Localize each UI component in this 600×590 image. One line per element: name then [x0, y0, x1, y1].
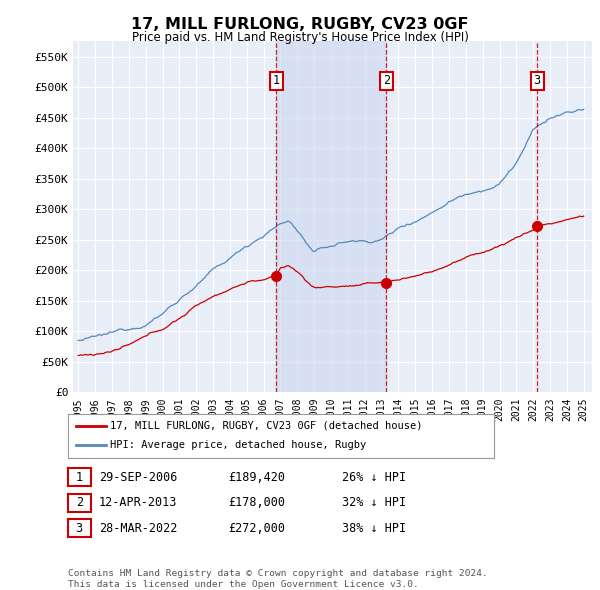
Text: Price paid vs. HM Land Registry's House Price Index (HPI): Price paid vs. HM Land Registry's House …: [131, 31, 469, 44]
Text: 38% ↓ HPI: 38% ↓ HPI: [342, 522, 406, 535]
Text: 1: 1: [272, 74, 280, 87]
Text: 28-MAR-2022: 28-MAR-2022: [99, 522, 178, 535]
Text: 17, MILL FURLONG, RUGBY, CV23 0GF (detached house): 17, MILL FURLONG, RUGBY, CV23 0GF (detac…: [110, 421, 423, 431]
Text: 29-SEP-2006: 29-SEP-2006: [99, 471, 178, 484]
Text: 1: 1: [76, 471, 83, 484]
Text: Contains HM Land Registry data © Crown copyright and database right 2024.
This d: Contains HM Land Registry data © Crown c…: [68, 569, 488, 589]
Text: £178,000: £178,000: [228, 496, 285, 509]
Text: £272,000: £272,000: [228, 522, 285, 535]
Text: 26% ↓ HPI: 26% ↓ HPI: [342, 471, 406, 484]
Text: £189,420: £189,420: [228, 471, 285, 484]
Text: 2: 2: [76, 496, 83, 509]
Bar: [276, 41, 386, 392]
Text: 2: 2: [383, 74, 390, 87]
Text: 32% ↓ HPI: 32% ↓ HPI: [342, 496, 406, 509]
Text: 3: 3: [76, 522, 83, 535]
Text: 12-APR-2013: 12-APR-2013: [99, 496, 178, 509]
Text: 3: 3: [533, 74, 541, 87]
Text: 17, MILL FURLONG, RUGBY, CV23 0GF: 17, MILL FURLONG, RUGBY, CV23 0GF: [131, 17, 469, 31]
Text: HPI: Average price, detached house, Rugby: HPI: Average price, detached house, Rugb…: [110, 441, 367, 450]
